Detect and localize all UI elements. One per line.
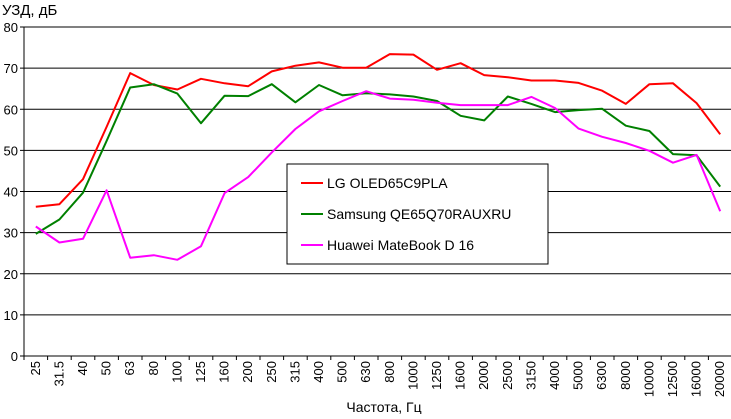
x-tick-label: 5000 bbox=[571, 361, 586, 390]
legend: LG OLED65C9PLA Samsung QE65Q70RAUXRU Huawe… bbox=[286, 163, 549, 265]
x-tick-label: 16000 bbox=[689, 361, 704, 397]
grid-lines bbox=[24, 67, 731, 316]
x-axis-ticks: 25 31.5 40 50 63 80 100 125 160 200 250 315 400 500 63… bbox=[23, 356, 727, 397]
x-tick-label: 400 bbox=[311, 361, 326, 383]
y-tick-label: 60 bbox=[4, 102, 18, 117]
y-axis-label: УЗД, дБ bbox=[2, 2, 58, 19]
series-line-3 bbox=[35, 90, 722, 261]
x-tick-label: 2500 bbox=[500, 361, 515, 390]
x-axis-label: Частота, Гц bbox=[346, 399, 421, 414]
x-tick-label: 63 bbox=[122, 361, 137, 375]
x-tick-label: 200 bbox=[240, 361, 255, 383]
x-tick-label: 2000 bbox=[476, 361, 491, 390]
y-tick-label: 50 bbox=[4, 143, 18, 158]
x-tick-label: 80 bbox=[146, 361, 161, 375]
series-lines bbox=[35, 53, 722, 261]
legend-label: Samsung QE65Q70RAUXRU bbox=[327, 206, 511, 222]
x-tick-label: 20000 bbox=[712, 361, 727, 397]
series-line-1 bbox=[35, 53, 721, 208]
x-tick-label: 3150 bbox=[523, 361, 538, 390]
y-tick-label: 20 bbox=[4, 267, 18, 282]
x-tick-label: 12500 bbox=[665, 361, 680, 397]
y-axis-ticks: 0 10 20 30 40 50 60 70 80 bbox=[4, 20, 24, 364]
y-tick-label: 30 bbox=[4, 226, 18, 241]
legend-box bbox=[286, 163, 549, 265]
x-tick-label: 100 bbox=[169, 361, 184, 383]
x-tick-label: 1000 bbox=[405, 361, 420, 390]
x-tick-label: 315 bbox=[287, 361, 302, 383]
x-tick-label: 10000 bbox=[641, 361, 656, 397]
x-tick-label: 125 bbox=[193, 361, 208, 383]
y-tick-label: 70 bbox=[4, 61, 18, 76]
x-tick-label: 1250 bbox=[429, 361, 444, 390]
y-tick-label: 80 bbox=[4, 20, 18, 35]
x-tick-label: 1600 bbox=[453, 361, 468, 390]
legend-label: Huawei MateBook D 16 bbox=[327, 237, 474, 253]
y-tick-label: 40 bbox=[4, 185, 18, 200]
x-tick-label: 8000 bbox=[618, 361, 633, 390]
y-tick-label: 10 bbox=[4, 308, 18, 323]
x-tick-label: 31.5 bbox=[51, 361, 66, 386]
series-line-2 bbox=[35, 83, 721, 235]
legend-label: LG OLED65C9PLA bbox=[327, 175, 448, 191]
x-tick-label: 250 bbox=[264, 361, 279, 383]
y-tick-label: 0 bbox=[11, 349, 18, 364]
x-tick-label: 50 bbox=[99, 361, 114, 375]
x-tick-label: 630 bbox=[358, 361, 373, 383]
x-tick-label: 4000 bbox=[547, 361, 562, 390]
x-tick-label: 800 bbox=[382, 361, 397, 383]
x-tick-label: 6300 bbox=[594, 361, 609, 390]
x-tick-label: 25 bbox=[28, 361, 43, 375]
x-tick-label: 160 bbox=[217, 361, 232, 383]
x-tick-label: 500 bbox=[335, 361, 350, 383]
x-tick-label: 40 bbox=[75, 361, 90, 375]
